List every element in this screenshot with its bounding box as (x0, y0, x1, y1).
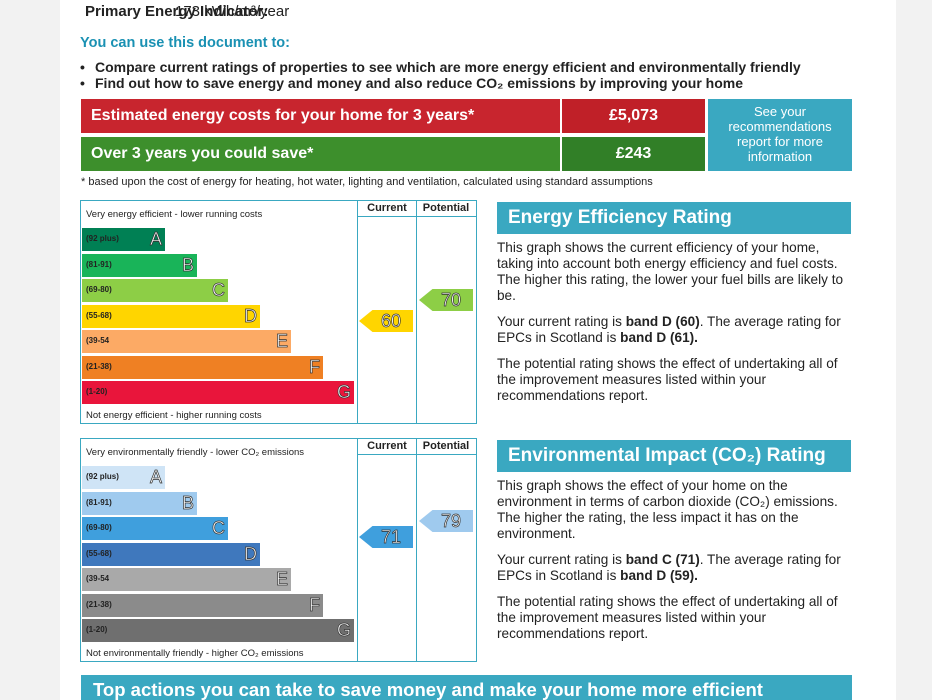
rating-arrow: 71 (359, 526, 413, 548)
band-range: (92 plus) (86, 234, 119, 243)
top-label: Very environmentally friendly - lower CO… (86, 447, 305, 458)
rating-band: (92 plus) A (82, 466, 165, 489)
column-divider (416, 200, 417, 424)
rating-arrow: 79 (419, 510, 473, 532)
action-banner: Top actions you can take to save money a… (81, 675, 852, 700)
column-header: Current (367, 440, 407, 452)
paragraph-text: This graph shows the effect of your home… (497, 478, 838, 541)
panel-title: Environmental Impact (CO₂) Rating (497, 440, 851, 472)
band-letter: F (309, 356, 321, 377)
band-range: (55-68) (86, 310, 112, 320)
header-rule (357, 216, 477, 217)
band-letter: E (275, 331, 289, 352)
rating-arrow: 60 (359, 310, 413, 332)
column-header: Potential (422, 202, 470, 214)
rating-band: (69-80) C (82, 517, 228, 540)
bullet: • (80, 75, 85, 91)
rating-band: (1-20) G (82, 619, 354, 642)
band-letter: G (336, 620, 352, 641)
band-range: (1-20) (86, 625, 108, 634)
band-letter: C (212, 280, 226, 301)
rating-band: (81-91) B (82, 491, 197, 515)
band-letter: D (244, 543, 258, 564)
rating-band: (92 plus) A (82, 228, 165, 251)
rating-chart (80, 200, 477, 424)
epc-page: Primary Energy Indicator: 173 kWh/m²/year… (60, 0, 896, 700)
uses-title: You can use this document to: (80, 35, 290, 51)
band-range: (69-80) (86, 523, 112, 532)
paragraph-text: Your current rating is (497, 552, 626, 567)
rating-band: (21-38) F (82, 593, 323, 617)
band-range: (21-38) (86, 361, 112, 371)
band-range: (69-80) (86, 285, 112, 294)
rating-band: (39-54 E (82, 330, 291, 353)
band-range: (1-20) (86, 387, 108, 396)
column-divider (357, 200, 358, 424)
panel-paragraph: Your current rating is band C (71). The … (497, 552, 849, 584)
band-letter: A (149, 467, 163, 488)
rating-band: (69-80) C (82, 279, 228, 302)
cost-note: See your recommendations report for more… (708, 99, 852, 171)
rating-band: (55-68) D (82, 304, 260, 328)
paragraph-text: The potential rating shows the effect of… (497, 594, 838, 641)
column-header: Potential (422, 440, 470, 452)
paragraph-text: This graph shows the current efficiency … (497, 240, 844, 303)
rating-chart (80, 438, 477, 662)
panel-title: Energy Efficiency Rating (497, 202, 851, 234)
band-letter: G (336, 382, 352, 403)
paragraph-text: Your current rating is (497, 314, 626, 329)
rating-arrow: 70 (419, 289, 473, 311)
band-letter: A (149, 229, 163, 250)
band-range: (92 plus) (86, 472, 119, 481)
column-header: Current (367, 202, 407, 214)
bottom-label: Not environmentally friendly - higher CO… (86, 648, 304, 659)
band-letter: D (244, 305, 258, 326)
band-range: (21-38) (86, 599, 112, 609)
column-divider (416, 438, 417, 662)
band-letter: C (212, 518, 226, 539)
field-value: 173 kWh/m²/year (175, 3, 290, 20)
band-range: (81-91) (86, 497, 112, 507)
field-label: Primary Energy Indicator: (85, 3, 269, 20)
header-rule (357, 454, 477, 455)
paragraph-text: band D (61). (620, 330, 698, 345)
rating-band: (81-91) B (82, 253, 197, 277)
band-letter: F (309, 594, 321, 615)
top-label: Very energy efficient - lower running co… (86, 209, 263, 220)
rating-band: (55-68) D (82, 542, 260, 566)
cost-label: Over 3 years you could save* (81, 137, 560, 171)
bottom-label: Not energy efficient - higher running co… (86, 410, 262, 421)
band-range: (39-54 (86, 574, 110, 583)
panel-paragraph: Your current rating is band D (60). The … (497, 314, 849, 346)
band-range: (81-91) (86, 259, 112, 269)
rating-band: (39-54 E (82, 568, 291, 591)
cost-label: Estimated energy costs for your home for… (81, 99, 560, 133)
paragraph-text: band D (59). (620, 568, 698, 583)
bullet: • (80, 59, 85, 75)
band-letter: B (181, 492, 195, 513)
band-range: (55-68) (86, 548, 112, 558)
use-item: Compare current ratings of properties to… (95, 59, 801, 75)
cost-value: £5,073 (562, 99, 705, 133)
column-divider (357, 438, 358, 662)
band-letter: E (275, 569, 289, 590)
footnote: * based upon the cost of energy for heat… (81, 176, 653, 188)
paragraph-text: . The average rating for EPCs in Scotlan… (497, 314, 841, 345)
panel-paragraph: This graph shows the current efficiency … (497, 240, 849, 304)
rating-band: (21-38) F (82, 355, 323, 379)
cost-value: £243 (562, 137, 705, 171)
paragraph-text: band C (71) (625, 552, 700, 567)
panel-paragraph: This graph shows the effect of your home… (497, 478, 849, 542)
paragraph-text: The potential rating shows the effect of… (497, 356, 838, 403)
band-range: (39-54 (86, 336, 110, 345)
panel-paragraph: The potential rating shows the effect of… (497, 356, 849, 404)
use-item: Find out how to save energy and money an… (95, 75, 744, 91)
paragraph-text: band D (60) (625, 314, 700, 329)
rating-band: (1-20) G (82, 381, 354, 404)
band-letter: B (181, 254, 195, 275)
panel-paragraph: The potential rating shows the effect of… (497, 594, 849, 642)
paragraph-text: . The average rating for EPCs in Scotlan… (497, 552, 841, 583)
